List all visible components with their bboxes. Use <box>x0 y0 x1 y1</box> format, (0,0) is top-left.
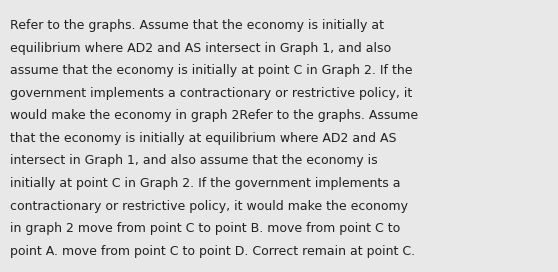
Text: government implements a contractionary or restrictive policy, it: government implements a contractionary o… <box>10 87 412 100</box>
Text: contractionary or restrictive policy, it would make the economy: contractionary or restrictive policy, it… <box>10 200 408 213</box>
Text: intersect in Graph 1, and also assume that the economy is: intersect in Graph 1, and also assume th… <box>10 154 378 168</box>
Text: equilibrium where AD2 and AS intersect in Graph 1, and also: equilibrium where AD2 and AS intersect i… <box>10 42 391 55</box>
Text: assume that the economy is initially at point C in Graph 2. If the: assume that the economy is initially at … <box>10 64 412 77</box>
Text: Refer to the graphs. Assume that the economy is initially at: Refer to the graphs. Assume that the eco… <box>10 19 384 32</box>
Text: initially at point C in Graph 2. If the government implements a: initially at point C in Graph 2. If the … <box>10 177 401 190</box>
Text: point A. move from point C to point D. Correct remain at point C.: point A. move from point C to point D. C… <box>10 245 415 258</box>
Text: that the economy is initially at equilibrium where AD2 and AS: that the economy is initially at equilib… <box>10 132 397 145</box>
Text: would make the economy in graph 2Refer to the graphs. Assume: would make the economy in graph 2Refer t… <box>10 109 418 122</box>
Text: in graph 2 move from point C to point B. move from point C to: in graph 2 move from point C to point B.… <box>10 222 400 235</box>
